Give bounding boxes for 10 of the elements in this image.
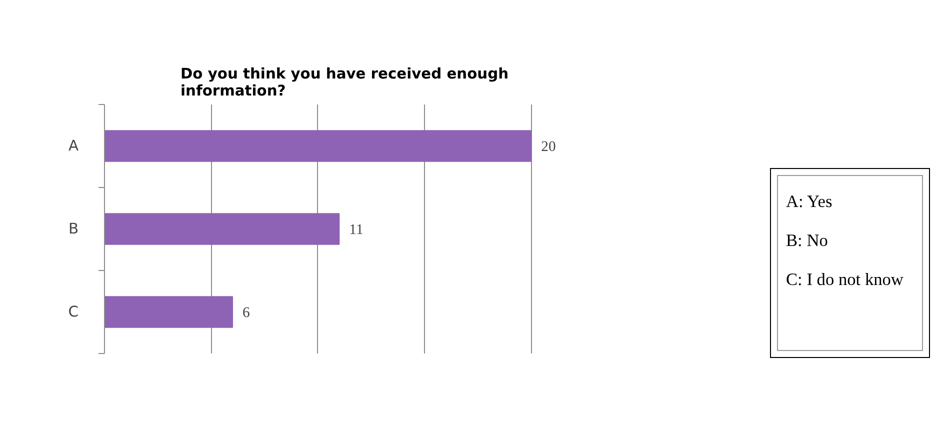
chart-title: Do you think you have received enough information? [180,66,509,100]
data-label: 20 [541,139,556,155]
text: B: No [786,230,829,252]
text: C: I do not know [786,268,904,290]
y-tick-label: A [68,138,79,154]
y-tick-label: B [68,220,79,238]
text: A: Yes [786,191,834,213]
y-tick-label: C [68,304,78,320]
data-label: 6 [242,305,250,321]
data-label: 11 [349,222,364,238]
